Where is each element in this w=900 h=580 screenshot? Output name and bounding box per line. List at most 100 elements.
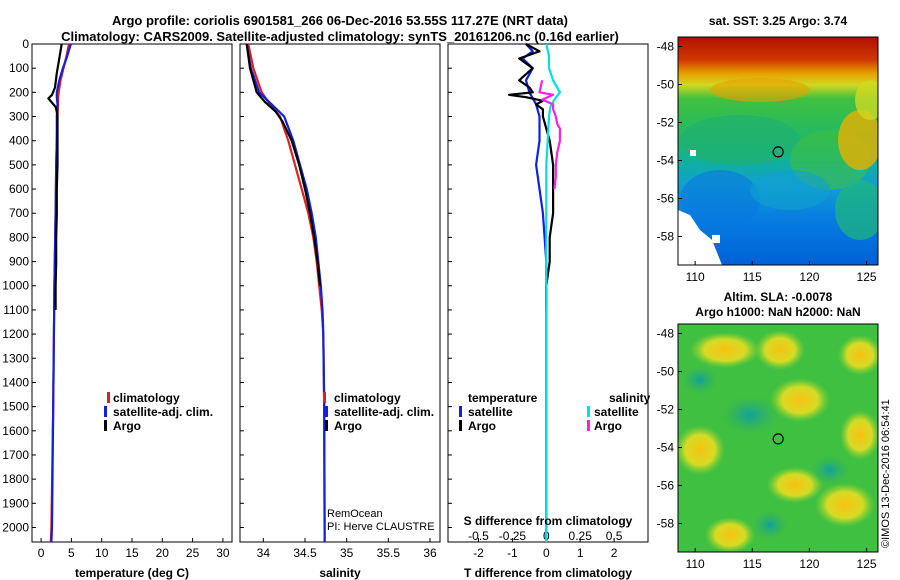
legend-swatch-t-argo xyxy=(459,420,462,431)
depth-axis: 0 100 200 300 400 500 600 700 800 900 1000 1100 1200… xyxy=(2,37,452,534)
depth-tick-label: 700 xyxy=(9,206,29,220)
map-y-tick-label: -56 xyxy=(657,192,675,206)
map-x-tick-label: 110 xyxy=(686,270,705,284)
depth-tick-label: 1400 xyxy=(2,375,29,389)
sst-map-axes: 110 115 120 125 -48 -50 -52 -54 -56 -58 xyxy=(657,40,877,285)
legend-swatch-argo xyxy=(104,420,107,431)
argo-location-marker xyxy=(772,146,784,158)
depth-tick-label: 400 xyxy=(9,134,29,148)
map-y-tick-label: -54 xyxy=(657,154,675,168)
map-y-tick-label: -48 xyxy=(657,327,675,341)
legend-swatch-s-argo xyxy=(587,420,590,431)
sla-map-title-line2: Argo h1000: NaN h2000: NaN xyxy=(695,305,860,319)
map-x-tick-label: 115 xyxy=(743,557,762,571)
legend-title-salinity: salinity xyxy=(609,391,651,405)
legend-label-satellite: satellite-adj. clim. xyxy=(113,405,213,419)
map-y-tick-label: -50 xyxy=(657,78,675,92)
map-x-tick-label: 120 xyxy=(799,557,819,571)
sst-map-frame xyxy=(677,36,879,266)
x-tick-label: 1 xyxy=(577,546,584,560)
map-y-tick-label: -52 xyxy=(657,116,675,130)
x-tick-label: 2 xyxy=(611,546,618,560)
depth-tick-label: 0 xyxy=(22,37,29,51)
argo-location-marker xyxy=(772,433,784,445)
map-x-tick-label: 125 xyxy=(857,270,877,284)
map-x-tick-label: 110 xyxy=(686,557,705,571)
map-y-tick-label: -48 xyxy=(657,40,675,54)
legend-label-argo: Argo xyxy=(334,419,362,433)
s-tick-label: 0.5 xyxy=(606,529,623,543)
s-difference-label: S difference from climatology xyxy=(464,514,633,528)
map-y-tick-label: -58 xyxy=(657,230,675,244)
depth-tick-label: 600 xyxy=(9,182,29,196)
x-tick-label: 34 xyxy=(257,546,271,560)
x-tick-label: -1 xyxy=(507,546,518,560)
depth-tick-label: 1800 xyxy=(2,472,29,486)
map-x-tick-label: 115 xyxy=(743,270,762,284)
depth-tick-label: 1900 xyxy=(2,496,29,510)
x-tick-label: 10 xyxy=(95,546,109,560)
difference-legend: temperature satellite Argo salinity sate… xyxy=(459,391,651,433)
legend-title-temperature: temperature xyxy=(468,391,538,405)
depth-tick-label: 2000 xyxy=(2,520,29,534)
legend-label-satellite: satellite-adj. clim. xyxy=(334,405,434,419)
s-tick-label: -0.5 xyxy=(468,529,489,543)
legend-label-climatology: climatology xyxy=(334,391,401,405)
x-tick-label: 34.5 xyxy=(293,546,317,560)
depth-tick-label: 900 xyxy=(9,255,29,269)
credit-remocean: RemOcean xyxy=(327,508,383,520)
depth-tick-label: 1500 xyxy=(2,400,29,414)
map-x-tick-label: 125 xyxy=(857,557,877,571)
series-line-argo xyxy=(245,43,322,286)
legend-label-t-satellite: satellite xyxy=(468,405,513,419)
t-difference-xlabel: T difference from climatology xyxy=(464,566,632,580)
depth-tick-label: 300 xyxy=(9,110,29,124)
sla-map-title-line1: Altim. SLA: -0.0078 xyxy=(724,290,833,304)
sla-map-field xyxy=(678,324,878,552)
map-y-tick-label: -50 xyxy=(657,365,675,379)
depth-tick-label: 200 xyxy=(9,85,29,99)
x-tick-label: 30 xyxy=(216,546,230,560)
x-tick-label: 0 xyxy=(38,546,45,560)
sla-map-axes: 110 115 120 125 -48 -50 -52 -54 -56 -58 xyxy=(657,327,877,572)
legend-swatch-climatology xyxy=(107,392,110,403)
depth-tick-label: 500 xyxy=(9,158,29,172)
legend-swatch-t-satellite xyxy=(459,406,462,417)
depth-tick-label: 100 xyxy=(9,61,29,75)
series-line-s-satellite xyxy=(545,43,562,542)
temperature-x-ticks: 0 5 10 15 20 25 30 xyxy=(38,538,230,560)
depth-tick-label: 1200 xyxy=(2,327,29,341)
sst-map-field xyxy=(678,37,878,265)
temperature-panel-frame xyxy=(31,43,233,543)
legend-swatch-argo xyxy=(325,420,328,431)
credit-pi: PI: Herve CLAUSTRE xyxy=(327,521,435,533)
salinity-legend: climatology satellite-adj. clim. Argo xyxy=(323,391,434,433)
map-x-tick-label: 120 xyxy=(799,270,819,284)
legend-swatch-s-satellite xyxy=(587,406,590,417)
difference-series xyxy=(507,43,562,542)
x-tick-label: 0 xyxy=(543,546,550,560)
temperature-xlabel: temperature (deg C) xyxy=(75,566,189,580)
s-tick-label: -0.25 xyxy=(499,529,527,543)
sla-map-frame xyxy=(677,323,879,553)
x-tick-label: -2 xyxy=(473,546,484,560)
salinity-xlabel: salinity xyxy=(319,566,361,580)
depth-tick-label: 1700 xyxy=(2,448,29,462)
temperature-legend: climatology satellite-adj. clim. Argo xyxy=(104,391,213,433)
sst-map-title: sat. SST: 3.25 Argo: 3.74 xyxy=(709,14,848,28)
depth-tick-label: 800 xyxy=(9,230,29,244)
salinity-panel-frame xyxy=(239,43,441,543)
x-tick-label: 20 xyxy=(156,546,170,560)
map-y-tick-label: -58 xyxy=(657,517,675,531)
x-tick-label: 25 xyxy=(186,546,200,560)
salinity-series xyxy=(245,43,326,542)
depth-tick-label: 1300 xyxy=(2,351,29,365)
map-y-tick-label: -54 xyxy=(657,441,675,455)
temperature-series xyxy=(47,43,72,542)
legend-label-s-satellite: satellite xyxy=(594,405,639,419)
depth-tick-label: 1600 xyxy=(2,424,29,438)
x-tick-label: 35.5 xyxy=(377,546,401,560)
map-y-tick-label: -56 xyxy=(657,479,675,493)
depth-tick-label: 1000 xyxy=(2,279,29,293)
